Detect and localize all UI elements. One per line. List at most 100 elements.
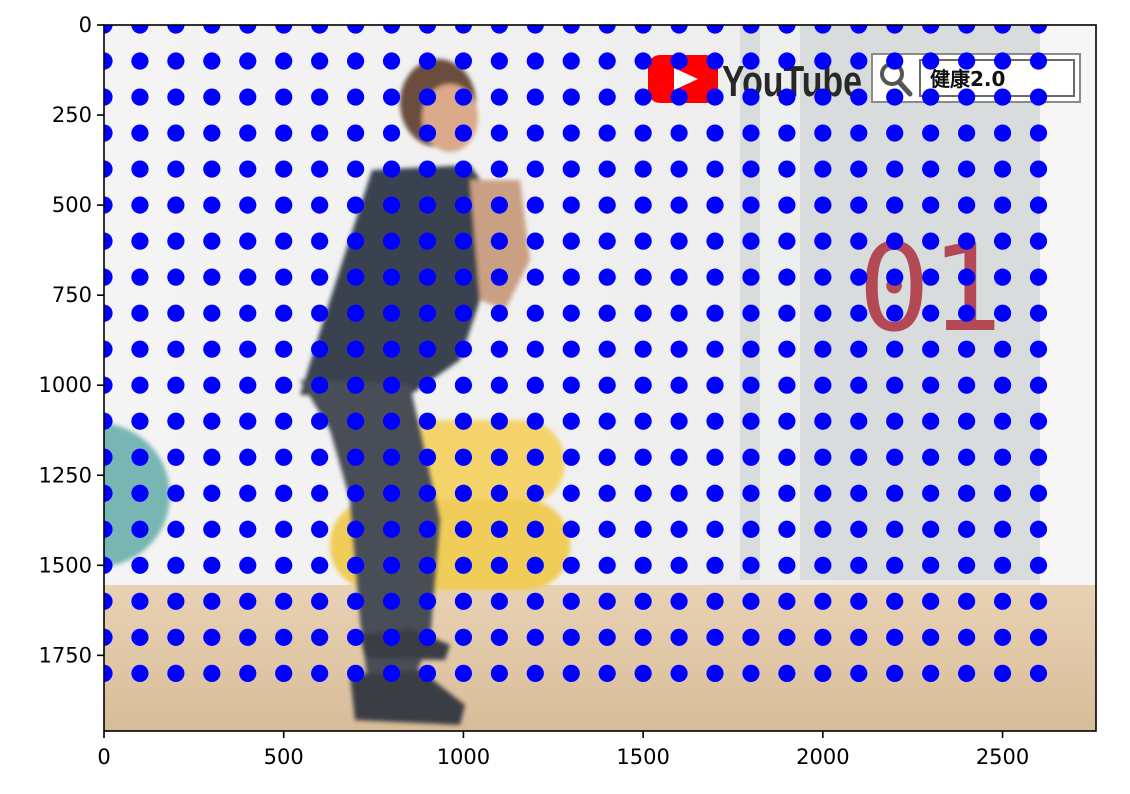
scatter-point [382,196,401,214]
scatter-point [526,88,544,106]
scatter-point [742,340,760,358]
scatter-point [526,664,544,682]
scatter-point [598,304,616,322]
scatter-point [706,484,724,502]
scatter-point [562,268,580,286]
scatter-point [886,448,904,466]
scatter-point [814,628,832,646]
scatter-point [742,448,760,466]
scatter-point [275,520,293,538]
scatter-point [634,448,652,466]
scatter-point [275,124,293,142]
scatter-point [850,196,868,214]
scatter-point [562,448,580,466]
scatter-point [203,88,221,106]
scatter-point [742,376,760,394]
scatter-point [311,196,329,214]
scatter-point [742,268,760,286]
scatter-point [778,340,796,358]
scatter-point [850,25,868,34]
scatter-point [454,592,473,610]
scatter-point [1029,232,1048,250]
scatter-point [203,520,221,538]
scatter-point [706,268,724,286]
scatter-point [598,448,616,466]
scatter-point [814,340,832,358]
scatter-point [167,412,185,430]
scatter-point [275,592,293,610]
scatter-point [526,520,544,538]
scatter-point [346,124,365,142]
scatter-point [203,160,221,178]
scatter-point [275,52,293,70]
scatter-point [742,160,760,178]
scatter-point [239,592,257,610]
scatter-point [993,556,1012,574]
scatter-point [634,340,652,358]
scatter-point [886,304,904,322]
scatter-point [562,520,580,538]
scatter-point [778,556,796,574]
y-tick-label: 250 [52,103,92,127]
scatter-point [886,340,904,358]
scatter-point [167,340,185,358]
scatter-point [382,412,401,430]
scatter-point [490,88,508,106]
scatter-point [167,88,185,106]
scatter-point [454,25,473,34]
scatter-point [239,484,257,502]
scatter-point [814,232,832,250]
scatter-point [562,25,580,34]
scatter-point [634,88,652,106]
scatter-point [598,376,616,394]
scatter-point [131,376,149,394]
scatter-point [526,448,544,466]
scatter-point [382,484,401,502]
scatter-point [778,196,796,214]
scatter-point [203,664,221,682]
scatter-point [922,268,940,286]
scatter-point [346,448,365,466]
scatter-point [993,196,1012,214]
scatter-point [670,304,688,322]
scatter-point [275,304,293,322]
scatter-point [922,412,940,430]
scatter-point [778,232,796,250]
scatter-point [922,340,940,358]
scatter-point [131,664,149,682]
scatter-point [1029,592,1048,610]
scatter-point [418,232,437,250]
scatter-point [490,232,508,250]
scatter-point [490,556,508,574]
scatter-point [454,520,473,538]
y-axis: 0 250 500 750 1000 1250 1500 1750 [39,13,104,667]
scatter-point [706,340,724,358]
scatter-point [382,664,401,682]
scatter-point [598,592,616,610]
scatter-point [311,52,329,70]
scatter-point [922,664,940,682]
scatter-point [239,232,257,250]
scatter-point [275,376,293,394]
scatter-point [346,88,365,106]
scatter-point [634,484,652,502]
scatter-point [814,124,832,142]
scatter-point [634,268,652,286]
scatter-point [958,268,976,286]
scatter-point [131,88,149,106]
scatter-point [167,484,185,502]
scatter-point [670,268,688,286]
scatter-point [670,124,688,142]
scatter-point [526,25,544,34]
scatter-point [886,412,904,430]
scatter-point [203,592,221,610]
scatter-point [850,160,868,178]
scatter-point [670,484,688,502]
scatter-point [526,268,544,286]
scatter-point [742,664,760,682]
scatter-point [922,160,940,178]
scatter-point [922,556,940,574]
scatter-point [167,628,185,646]
scatter-point [104,232,113,250]
scatter-point [993,160,1012,178]
